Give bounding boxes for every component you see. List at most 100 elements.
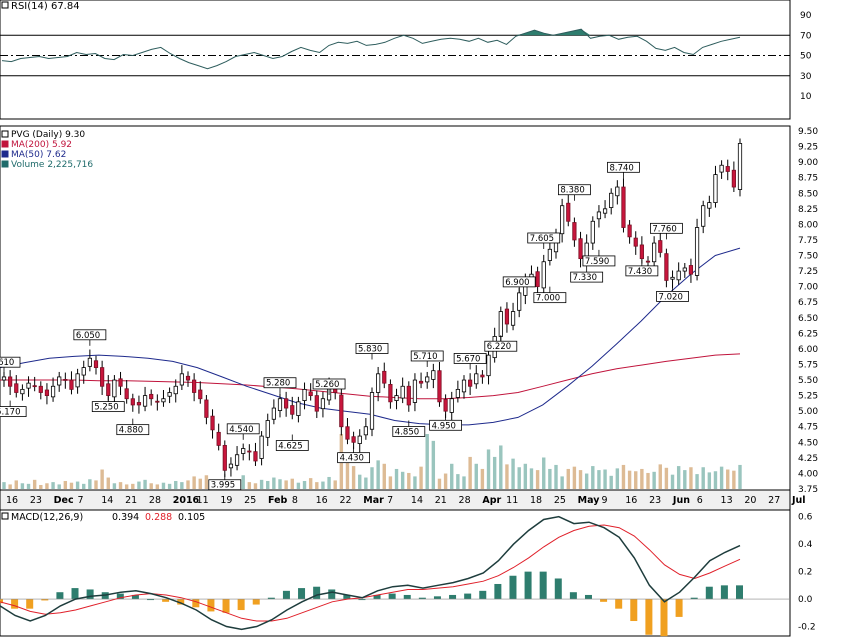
macd-histogram-bar <box>554 578 562 600</box>
price-tick-label: 4.25 <box>798 454 818 464</box>
volume-bar <box>492 456 497 489</box>
candle-body <box>204 399 209 418</box>
candle-body <box>63 379 68 381</box>
volume-bar <box>327 476 331 489</box>
macd-histogram-bar <box>267 597 275 600</box>
volume-bar <box>480 468 485 489</box>
volume-bar <box>174 480 178 489</box>
candle-body <box>32 385 37 388</box>
x-tick-label: 25 <box>244 495 256 506</box>
price-tick-label: 8.00 <box>798 220 818 230</box>
volume-bar <box>572 466 577 489</box>
volume-bar <box>204 475 209 489</box>
x-tick-label: 21 <box>435 495 447 506</box>
volume-bar <box>75 481 80 489</box>
volume-bar <box>683 470 687 489</box>
annotation-label: 7.430 <box>628 267 652 277</box>
annotation-box <box>0 356 21 368</box>
x-tick-label: Apr <box>482 495 501 506</box>
x-tick-label: 20 <box>744 495 756 506</box>
macd-histogram-bar <box>131 594 139 600</box>
volume-bar <box>578 470 583 489</box>
candle-body <box>247 450 252 453</box>
candle-body <box>382 370 387 384</box>
candle-body <box>731 169 736 188</box>
annotation-box <box>275 440 309 451</box>
volume-bar <box>88 479 92 489</box>
candle-body <box>694 227 700 276</box>
price-tick-label: 4.75 <box>798 423 818 433</box>
annotation-box <box>429 419 463 431</box>
x-tick-label: 9 <box>601 495 607 506</box>
volume-bar <box>443 473 448 489</box>
macd-histogram-bar <box>584 594 592 600</box>
volume-bar <box>591 466 595 489</box>
volume-bar <box>321 481 325 489</box>
volume-bar <box>100 469 104 489</box>
macd-histogram-bar <box>539 571 547 600</box>
candle-body <box>701 205 706 227</box>
annotation-label: 4.540 <box>229 425 253 435</box>
candle-body <box>14 383 19 393</box>
price-tick-label: 6.50 <box>798 314 818 324</box>
macd-histogram-bar <box>509 575 517 600</box>
volume-bar <box>118 482 123 489</box>
volume-bar <box>63 480 68 489</box>
price-tick-label: 5.50 <box>798 376 818 386</box>
candle-body <box>69 379 74 390</box>
volume-bar <box>259 479 264 489</box>
legend-label: MA(50) 7.62 <box>11 150 66 160</box>
candle-body <box>320 398 326 410</box>
volume-bar <box>554 464 558 489</box>
candle-body <box>449 398 454 413</box>
annotation-label: 8.740 <box>609 163 633 173</box>
x-tick-label: 7 <box>387 495 393 506</box>
candle-body <box>498 311 503 337</box>
candle-body <box>345 426 350 440</box>
annotation-box <box>73 329 107 341</box>
annotation-label: 6.220 <box>487 342 511 352</box>
x-tick-label: 21 <box>125 495 137 506</box>
volume-bar <box>370 467 374 489</box>
candle-body <box>621 186 626 228</box>
annotation-box <box>91 401 125 413</box>
macd-histogram-bar <box>433 596 441 600</box>
volume-bar <box>505 464 509 489</box>
annotation-box <box>656 291 689 302</box>
annotation-box <box>607 161 640 173</box>
macd-histogram-bar <box>660 599 668 637</box>
annotation-label: 7.590 <box>585 257 609 267</box>
volume-bar <box>732 470 736 489</box>
candle-body <box>425 376 430 383</box>
macd-histogram-bar <box>282 590 290 600</box>
annotation-box <box>570 271 604 283</box>
volume-bar <box>290 478 294 489</box>
candle-body <box>253 451 258 462</box>
x-tick-label: 28 <box>149 495 161 506</box>
candle-body <box>480 374 485 378</box>
price-tick-label: 5.00 <box>798 407 818 417</box>
volume-bar <box>14 480 18 489</box>
legend-swatch <box>1 150 9 158</box>
candle-body <box>290 405 295 415</box>
candle-body <box>26 382 31 389</box>
macd-histogram-bar <box>207 599 215 612</box>
volume-bar <box>106 477 110 489</box>
price-tick-label: 9.50 <box>798 127 818 137</box>
x-tick-label: Jul <box>791 495 806 506</box>
volume-bar <box>400 471 405 489</box>
macd-histogram-bar <box>147 599 155 601</box>
volume-bar <box>351 466 356 489</box>
price-tick-label: 4.50 <box>798 438 818 448</box>
volume-bar <box>296 482 301 489</box>
volume-bar <box>302 480 307 489</box>
volume-bar <box>8 484 12 489</box>
candle-body <box>302 388 307 401</box>
volume-bar <box>597 470 601 489</box>
annotation-box <box>410 350 444 362</box>
candle-body <box>57 376 62 386</box>
price-tick-label: 6.25 <box>798 329 818 339</box>
macd-histogram-bar <box>600 599 608 602</box>
volume-bar <box>376 460 380 489</box>
annotation-label: 6.050 <box>76 331 100 341</box>
